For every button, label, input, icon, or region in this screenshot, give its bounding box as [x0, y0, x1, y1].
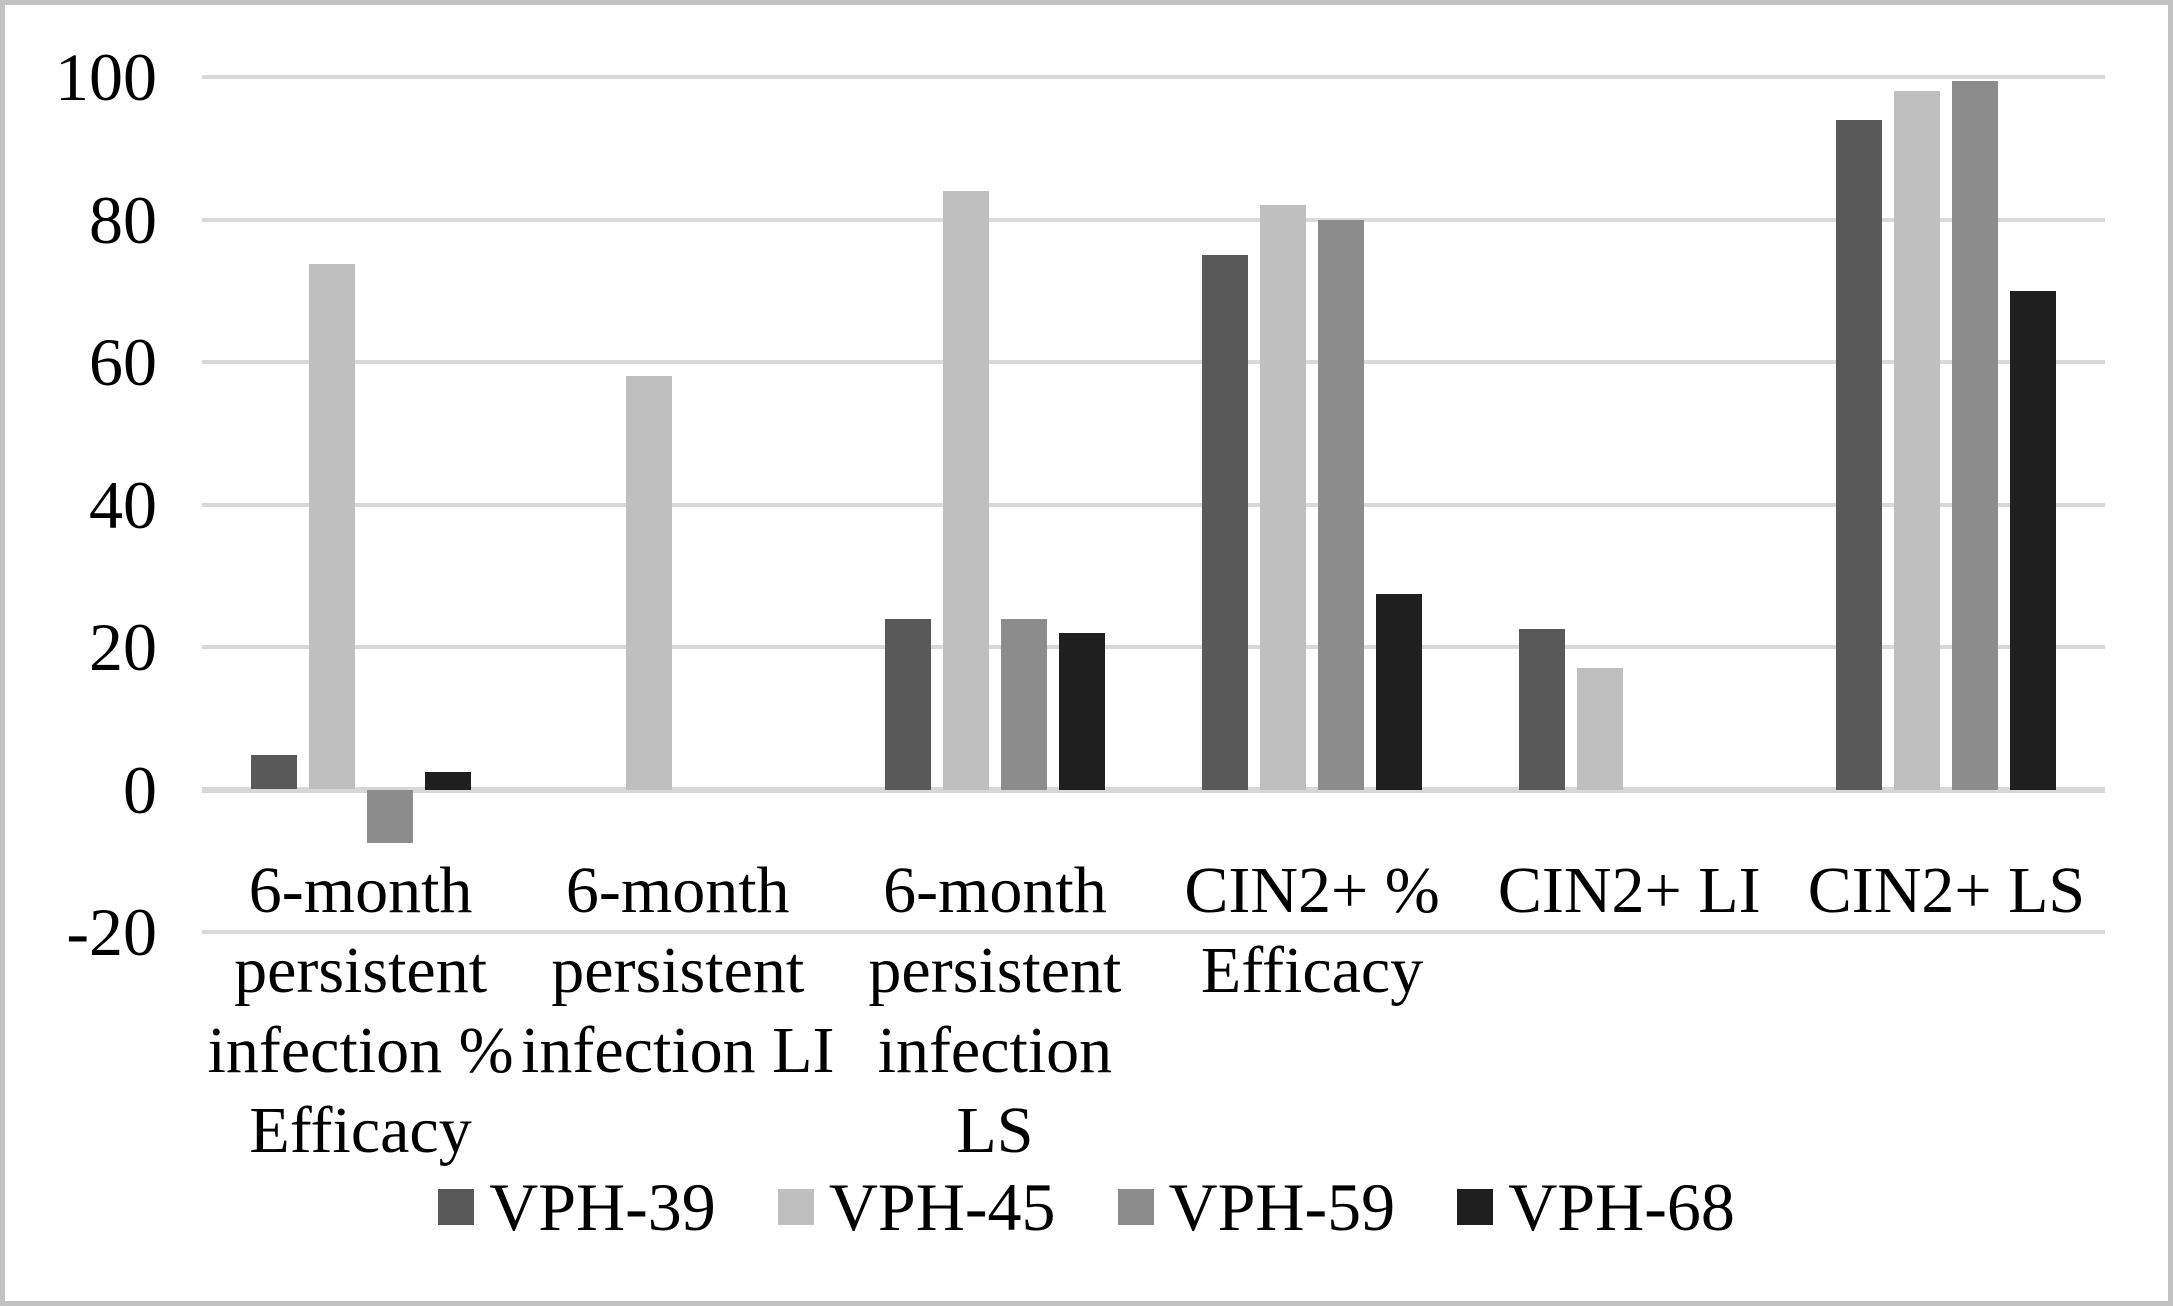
legend-label: VPH-68: [1508, 1169, 1735, 1245]
y-gridline: [202, 217, 2105, 222]
y-tick-label: -20: [66, 894, 157, 970]
bar-VPH-59-cat6: [1952, 80, 1999, 790]
legend-item-VPH-45: VPH-45: [777, 1169, 1056, 1245]
category-label: CIN2+ LI: [1497, 854, 1761, 927]
legend: VPH-39 VPH-45 VPH-59 VPH-68: [5, 1173, 2168, 1241]
bar-VPH-39-cat4: [1202, 255, 1249, 790]
bar-VPH-39-cat6: [1836, 119, 1883, 790]
y-gridline: [202, 930, 2105, 934]
y-tick-label: 20: [89, 609, 157, 685]
bar-VPH-45-cat3: [942, 191, 989, 790]
bar-VPH-45-cat4: [1260, 205, 1307, 790]
bar-VPH-45-cat6: [1894, 91, 1941, 790]
legend-label: VPH-39: [489, 1169, 716, 1245]
y-gridline: [202, 502, 2105, 507]
bar-VPH-45-cat2: [625, 376, 672, 790]
bar-VPH-59-cat4: [1318, 219, 1365, 790]
y-tick-label: 60: [89, 324, 157, 400]
legend-label: VPH-45: [828, 1169, 1056, 1245]
bars-layer: [5, 5, 2168, 1301]
y-gridline: [202, 645, 2105, 649]
y-tick-label: 100: [55, 39, 157, 115]
bar-VPH-39-cat3: [884, 618, 931, 790]
legend-item-VPH-39: VPH-39: [438, 1173, 716, 1241]
y-gridline: [202, 75, 2105, 79]
y-tick-label: 40: [89, 466, 157, 543]
plot-area: 100 80 60 40 20 0 -20 6-month persistent infec…: [5, 5, 2168, 1301]
bar-VPH-68-cat4: [1376, 593, 1423, 790]
category-label: CIN2+ % Efficacy: [1184, 854, 1440, 1007]
legend-swatch-VPH-45: [777, 1189, 814, 1225]
y-tick-label: 80: [89, 181, 157, 258]
category-label: 6-month persistent infection LS: [868, 854, 1122, 1167]
legend-swatch-VPH-39: [438, 1189, 475, 1225]
bar-VPH-45-cat5: [1577, 668, 1624, 790]
bar-VPH-68-cat6: [2010, 290, 2057, 790]
bar-VPH-59-cat1: [366, 789, 413, 843]
bar-VPH-39-cat5: [1519, 629, 1566, 790]
bar-VPH-45-cat1: [308, 263, 355, 790]
legend-item-VPH-68: VPH-68: [1457, 1173, 1735, 1241]
bar-VPH-59-cat3: [1000, 618, 1047, 790]
x-axis-baseline: [202, 786, 2105, 793]
category-label: 6-month persistent infection % Efficacy: [207, 854, 514, 1167]
legend-item-VPH-59: VPH-59: [1117, 1169, 1396, 1245]
category-label: CIN2+ LS: [1807, 854, 2086, 927]
legend-swatch-VPH-59: [1117, 1189, 1154, 1225]
legend-swatch-VPH-68: [1457, 1189, 1494, 1225]
x-axis-labels: 6-month persistent infection % Efficacy 6…: [5, 5, 2168, 1301]
y-axis-labels: 100 80 60 40 20 0 -20: [5, 5, 2168, 1301]
legend-label: VPH-59: [1168, 1169, 1396, 1245]
y-gridline: [202, 360, 2105, 364]
bar-VPH-68-cat1: [424, 771, 471, 790]
y-tick-label: 0: [123, 751, 157, 828]
bar-VPH-68-cat3: [1058, 632, 1105, 790]
category-label: 6-month persistent infection LI: [521, 854, 835, 1087]
bar-VPH-39-cat1: [250, 755, 297, 790]
gridlines-layer: [5, 5, 2168, 1301]
